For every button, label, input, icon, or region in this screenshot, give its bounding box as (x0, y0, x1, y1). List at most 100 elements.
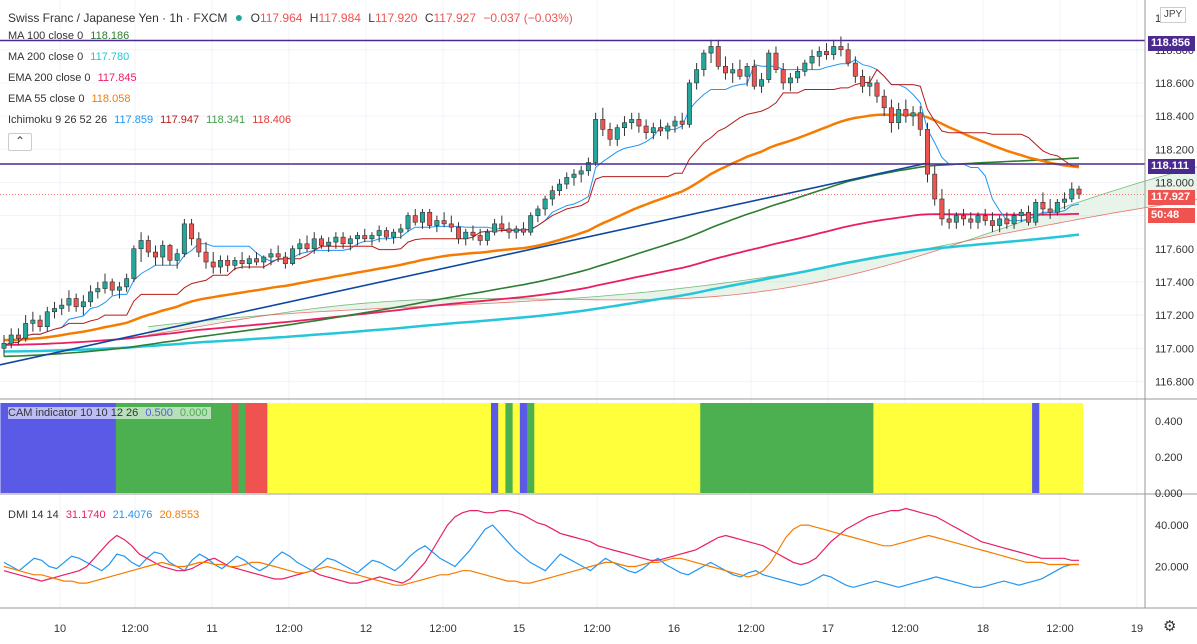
time-axis-label: 12:00 (891, 623, 919, 635)
price-tag-last: 117.927 (1148, 190, 1195, 205)
candle-up (391, 231, 397, 238)
cam-bar (1046, 403, 1055, 493)
collapse-legend-button[interactable]: ⌃ (8, 133, 32, 151)
cam-bar (563, 403, 571, 493)
cam-bar (274, 403, 283, 493)
time-axis-label: 11 (206, 623, 217, 635)
candle-up (398, 228, 404, 233)
candle-up (463, 231, 469, 240)
cam-bar (743, 403, 752, 493)
cam-bar (887, 403, 896, 493)
candlestick-series[interactable] (1, 36, 1082, 357)
cam-bar (959, 403, 968, 493)
dmi-legend[interactable]: DMI 14 14 31.1740 21.4076 20.8553 (8, 509, 200, 521)
ma100-legend[interactable]: MA 100 close 0 118.186 (8, 30, 130, 42)
tenkan-line (3, 59, 1080, 347)
ema200-legend[interactable]: EMA 200 close 0 117.845 (8, 72, 137, 84)
ema55-legend[interactable]: EMA 55 close 0 118.058 (8, 93, 131, 105)
candle-down (773, 52, 779, 70)
cam-bar (671, 403, 679, 493)
candle-down (210, 261, 216, 268)
candle-up (246, 258, 252, 264)
candle-down (196, 238, 202, 253)
cam-bar (628, 403, 636, 493)
candle-up (102, 281, 108, 289)
cam-bar (101, 403, 110, 493)
candle-down (838, 46, 844, 51)
cam-bar (353, 403, 362, 493)
cam-bar (231, 403, 239, 493)
candle-down (225, 260, 231, 266)
cam-bar (433, 403, 441, 493)
cam-bar (296, 403, 304, 493)
cam-bar (527, 403, 535, 493)
candle-up (809, 56, 815, 64)
candle-up (326, 241, 332, 246)
dmi-series-di (3, 524, 1079, 588)
candle-up (708, 46, 714, 54)
candle-up (701, 52, 707, 70)
candle-up (95, 288, 101, 293)
cam-bar (224, 403, 232, 493)
candle-up (347, 238, 353, 245)
cam-bar (584, 403, 593, 493)
candle-up (513, 228, 519, 233)
bar-countdown-tag: 50:48 (1148, 208, 1195, 223)
candle-down (167, 245, 173, 261)
candle-up (997, 218, 1003, 226)
candle-up (910, 112, 916, 117)
cam-bar (288, 403, 297, 493)
candle-down (824, 51, 829, 56)
candle-down (888, 107, 894, 124)
price-axis-label: 1 (1155, 13, 1161, 25)
market-status-dot: ● (234, 9, 244, 25)
ma200-legend[interactable]: MA 200 close 0 117.780 (8, 51, 130, 63)
candle-down (852, 62, 858, 77)
ichimoku-legend[interactable]: Ichimoku 9 26 52 26 117.859 117.947 118.… (8, 114, 292, 126)
price-tag-level: 118.111 (1148, 159, 1195, 174)
horizontal-lines[interactable] (0, 39, 1145, 195)
candle-up (694, 69, 700, 84)
cam-bar (317, 403, 326, 493)
cam-bar (404, 403, 413, 493)
candle-up (1, 342, 7, 349)
cam-bar (794, 403, 802, 493)
candle-down (304, 243, 310, 250)
candle-down (874, 82, 880, 97)
time-axis-label: 12:00 (429, 623, 457, 635)
currency-button[interactable]: JPY (1160, 7, 1186, 23)
candle-down (506, 228, 512, 233)
cam-bar (454, 403, 463, 493)
candle-down (383, 230, 389, 238)
candle-down (636, 119, 642, 127)
cam-bar (779, 403, 788, 493)
candle-up (766, 52, 772, 80)
cam-legend[interactable]: CAM indicator 10 10 12 26 0.500 0.000 (8, 407, 212, 419)
symbol-legend: Swiss Franc / Japanese Yen · 1h · FXCM ●… (8, 9, 577, 25)
cam-bar (36, 403, 45, 493)
cam-bar (808, 403, 817, 493)
candle-down (189, 223, 195, 240)
dmi-series-adx (3, 524, 1079, 586)
cam-bar (1024, 403, 1033, 493)
cam-bar (916, 403, 925, 493)
candle-up (1011, 215, 1017, 225)
settings-icon[interactable]: ⚙ (1163, 618, 1177, 635)
cam-bar (361, 403, 369, 493)
cam-bar (656, 403, 665, 493)
cam-bar (923, 403, 932, 493)
cam-bar (1060, 403, 1069, 493)
candle-up (217, 260, 223, 268)
cam-bar (577, 403, 586, 493)
cam-bar (866, 403, 874, 493)
cam-bar (216, 403, 225, 493)
symbol-title[interactable]: Swiss Franc / Japanese Yen · 1h · FXCM (8, 11, 228, 25)
cam-bar (815, 403, 824, 493)
candle-up (1069, 188, 1075, 200)
cam-bar (974, 403, 983, 493)
cam-axis-label: 0.400 (1155, 416, 1183, 428)
cam-bar (43, 403, 52, 493)
cam-bar (79, 403, 88, 493)
cam-bar (202, 403, 211, 493)
